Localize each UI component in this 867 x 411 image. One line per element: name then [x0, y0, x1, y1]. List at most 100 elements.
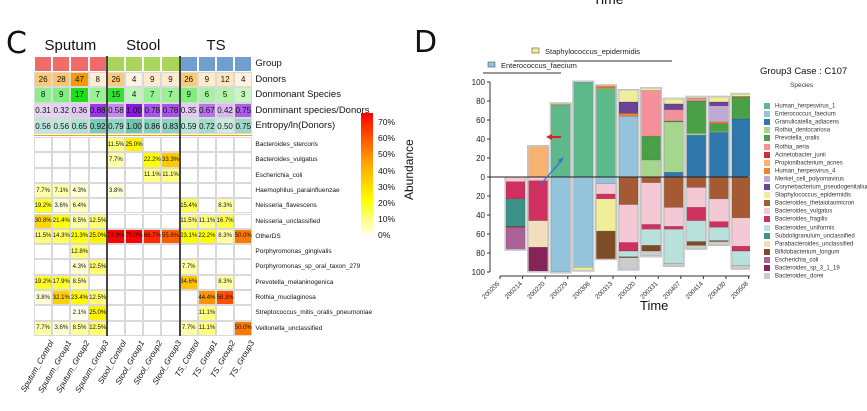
annotation-cell: 0.58	[106, 102, 125, 119]
annotation-cell: 0.72	[197, 118, 216, 134]
legend-item: Corynebacterium_pseudogenitalium	[764, 184, 867, 191]
y-tick-label: 60	[476, 230, 485, 239]
x-tick-label: 200214	[504, 280, 525, 301]
heatmap-cell	[52, 137, 71, 153]
bar-segment	[686, 134, 707, 178]
legend-item: Subdoligranulum_unclassified	[764, 232, 855, 239]
heatmap-cell: 11.1%	[197, 305, 216, 321]
heatmap-cell	[106, 259, 125, 275]
legend-label: Bacteroides_dorei	[775, 273, 824, 280]
bar-segment	[709, 176, 729, 200]
bar-segment	[641, 245, 661, 252]
bar-segment	[641, 135, 661, 161]
legend-label: Bacteroides_fragilis	[775, 216, 828, 223]
heatmap-cell	[125, 167, 144, 183]
x-axis-title: Time	[640, 298, 669, 313]
annotation-cell	[88, 56, 107, 72]
legend-swatch	[764, 192, 770, 199]
x-tick-label: 200306	[572, 280, 593, 301]
heatmap-cell	[161, 259, 180, 275]
legend-item: Bacteroides_fragilis	[764, 216, 827, 223]
legend-item: Bacteroides_dorei	[764, 273, 823, 280]
bar-segment	[663, 226, 684, 230]
heatmap-cell	[143, 182, 162, 199]
heatmap-cell	[234, 198, 253, 214]
bar-segment	[596, 176, 616, 184]
heatmap-cell: 19.2%	[34, 198, 53, 214]
annotation-cell: 7	[161, 87, 180, 103]
annotation-cell: 3	[234, 87, 253, 103]
bar-segment	[641, 88, 661, 91]
legend-swatch	[764, 200, 770, 207]
heatmap-cell: 11.5%	[106, 137, 125, 153]
bar-segment	[686, 100, 707, 134]
y-tick-label: 20	[476, 192, 485, 201]
heatmap-cell	[34, 259, 53, 275]
bar-segment	[505, 198, 526, 227]
heatmap-cell	[216, 259, 235, 275]
bar-segment	[663, 229, 684, 264]
heatmap-cell: 55.6%	[161, 228, 180, 245]
bar-segment	[596, 198, 616, 232]
heatmap-cell	[179, 305, 198, 321]
heatmap-cell	[52, 244, 71, 260]
heatmap-cell: 30.8%	[34, 213, 53, 229]
heatmap-cell: 8.5%	[70, 213, 89, 229]
legend-item: Bacteroides_vulgatus	[764, 208, 832, 215]
y-tick-label: 80	[476, 249, 485, 258]
legend-item: Bacteroides_uniformis	[764, 224, 834, 231]
annotation-cell: 9	[161, 71, 180, 88]
bar-segment	[663, 176, 684, 208]
heatmap-cell: 19.2%	[34, 274, 53, 290]
bar-segment	[663, 109, 684, 122]
group-divider	[178, 56, 181, 336]
species-row-label: Porphyromonas_sp_oral_taxon_279	[255, 263, 361, 271]
legend-item: Rothia_dentocariosa	[764, 127, 830, 134]
bar-segment	[596, 230, 616, 259]
annotation-cell	[197, 56, 216, 72]
annotation-cell: 0.83	[161, 118, 180, 134]
legend-item: Acinetobacter_junii	[764, 151, 826, 159]
annotation-cell: 47	[70, 71, 89, 88]
heatmap-cell: 7.7%	[34, 182, 53, 199]
heatmap-cell	[143, 244, 162, 260]
colorbar-tick-label: 10%	[378, 214, 396, 225]
legend-item: Escherichia_coli	[764, 256, 818, 263]
heatmap-cell: 3.6%	[52, 198, 71, 214]
legend-swatch	[764, 232, 770, 239]
heatmap-cell: 11.1%	[197, 320, 216, 336]
bar-segment	[596, 193, 616, 200]
heatmap-cell	[125, 152, 144, 168]
legend-item: Rothia_aeria	[764, 143, 809, 150]
heatmap-cell	[161, 182, 180, 199]
species-legend: Species Human_herpesvirus_1 Enterococcus_…	[752, 82, 867, 312]
heatmap-cell: 3.6%	[52, 320, 71, 336]
bar-segment	[618, 90, 639, 103]
annotation-cell: 7	[88, 87, 107, 103]
bar-segment	[505, 181, 526, 200]
heatmap-cell	[197, 182, 216, 199]
heatmap-cell: 25.0%	[125, 137, 144, 153]
annotation-cell: 0.79	[106, 118, 125, 134]
heatmap-cell	[161, 274, 180, 290]
y-axis-title: Abundance	[402, 139, 416, 200]
bar-segment	[731, 265, 750, 269]
heatmap-cell: 12.8%	[70, 244, 89, 260]
heatmap-cell	[88, 244, 107, 260]
bar-segment	[709, 101, 729, 106]
legend-item: Bifidobacterium_longum	[764, 248, 839, 255]
heatmap-cell	[143, 137, 162, 153]
bar-segment	[709, 105, 729, 123]
legend-swatch	[764, 224, 770, 231]
legend-label: Acinetobacter_junii	[775, 152, 826, 159]
heatmap-cell: 3.8%	[106, 182, 125, 199]
legend-label: Bacteroides_vulgatus	[775, 208, 833, 215]
legend-swatch	[764, 167, 770, 174]
bar-segment	[550, 103, 571, 106]
bar-segment	[618, 113, 639, 117]
heatmap-cell: 8.3%	[216, 274, 235, 290]
annotation-cell: 12	[216, 71, 235, 88]
legend-title: Species	[790, 82, 814, 89]
heatmap-cell	[179, 244, 198, 260]
species-row-label: Haemophilus_parainfluenzae	[255, 186, 340, 194]
